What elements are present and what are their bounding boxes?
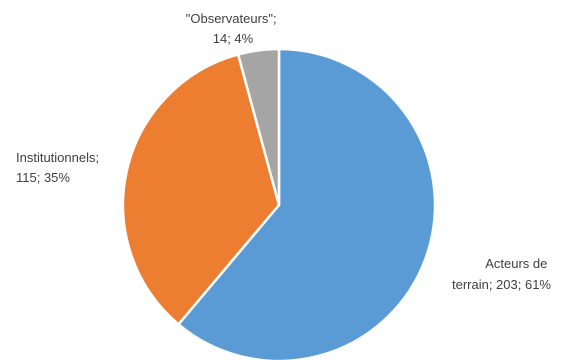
pie-slice-acteurs-de-terrain — [177, 47, 437, 360]
pie-slice-institutionnels — [121, 53, 281, 326]
pie-slice-observateurs — [236, 47, 281, 207]
label-institutionnels: Institutionnels; 115; 35% — [16, 150, 103, 185]
pie-labels: "Observateurs"; 14; 4% Institutionnels; … — [16, 11, 551, 292]
label-acteurs-de-terrain: Acteurs de terrain; 203; 61% — [452, 256, 551, 292]
label-observateurs: "Observateurs"; 14; 4% — [186, 11, 281, 46]
pie-slices — [121, 47, 437, 360]
